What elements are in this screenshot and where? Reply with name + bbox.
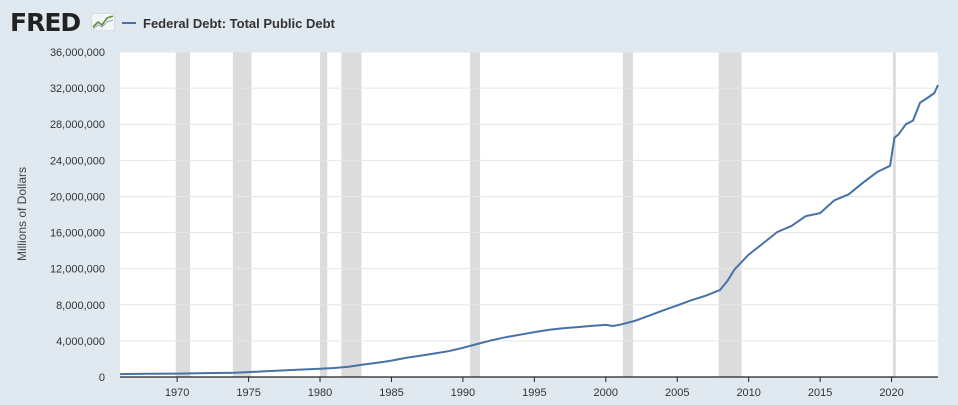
- y-tick-label: 8,000,000: [56, 300, 105, 312]
- x-tick-label: 2000: [594, 387, 618, 399]
- x-tick-label: 2005: [665, 387, 689, 399]
- axes: 1970 1975 1980 1985 1990 1995 2000 2005 2010 2015…: [50, 47, 938, 399]
- plot-area: [120, 52, 938, 377]
- x-tick-label: 1985: [379, 387, 403, 399]
- legend-label: Federal Debt: Total Public Debt: [143, 15, 335, 31]
- gridlines: [120, 51, 938, 342]
- recession-band-6: [718, 52, 742, 377]
- recession-band-7: [892, 52, 896, 377]
- y-tick-label: 28,000,000: [50, 119, 105, 131]
- y-tick-label: 0: [99, 372, 105, 384]
- y-axis-title: Millions of Dollars: [15, 167, 29, 261]
- x-tick-label: 1990: [451, 387, 475, 399]
- y-tick-label: 16,000,000: [50, 228, 105, 240]
- series-line-0[interactable]: [119, 84, 939, 376]
- y-tick-label: 20,000,000: [50, 191, 105, 203]
- x-tick-label: 1995: [522, 387, 546, 399]
- recession-band-3: [341, 52, 362, 377]
- x-tick-label: 1970: [165, 387, 189, 399]
- series-layer: [119, 84, 939, 376]
- recession-band-5: [622, 52, 633, 377]
- recession-band-0: [175, 52, 191, 377]
- y-tick-label: 32,000,000: [50, 83, 105, 95]
- chart-header: FRED Federal Debt: Total Public Debt: [0, 0, 958, 44]
- recession-band-4: [470, 52, 481, 377]
- recession-band-2: [320, 52, 328, 377]
- legend-swatch: [122, 22, 136, 24]
- fred-logo[interactable]: FRED: [10, 8, 81, 37]
- x-tick-label: 2015: [808, 387, 832, 399]
- x-tick-label: 2020: [879, 387, 903, 399]
- y-tick-label: 24,000,000: [50, 155, 105, 167]
- y-tick-label: 12,000,000: [50, 264, 105, 276]
- x-tick-label: 1980: [308, 387, 332, 399]
- x-tick-label: 1975: [236, 387, 260, 399]
- recession-band-1: [232, 52, 252, 377]
- trend-line-icon: [91, 13, 115, 31]
- chart-legend[interactable]: Federal Debt: Total Public Debt: [122, 15, 335, 31]
- y-tick-label: 4,000,000: [56, 336, 105, 348]
- x-tick-label: 2010: [736, 387, 760, 399]
- y-tick-label: 36,000,000: [50, 47, 105, 59]
- recession-shading: [175, 52, 896, 377]
